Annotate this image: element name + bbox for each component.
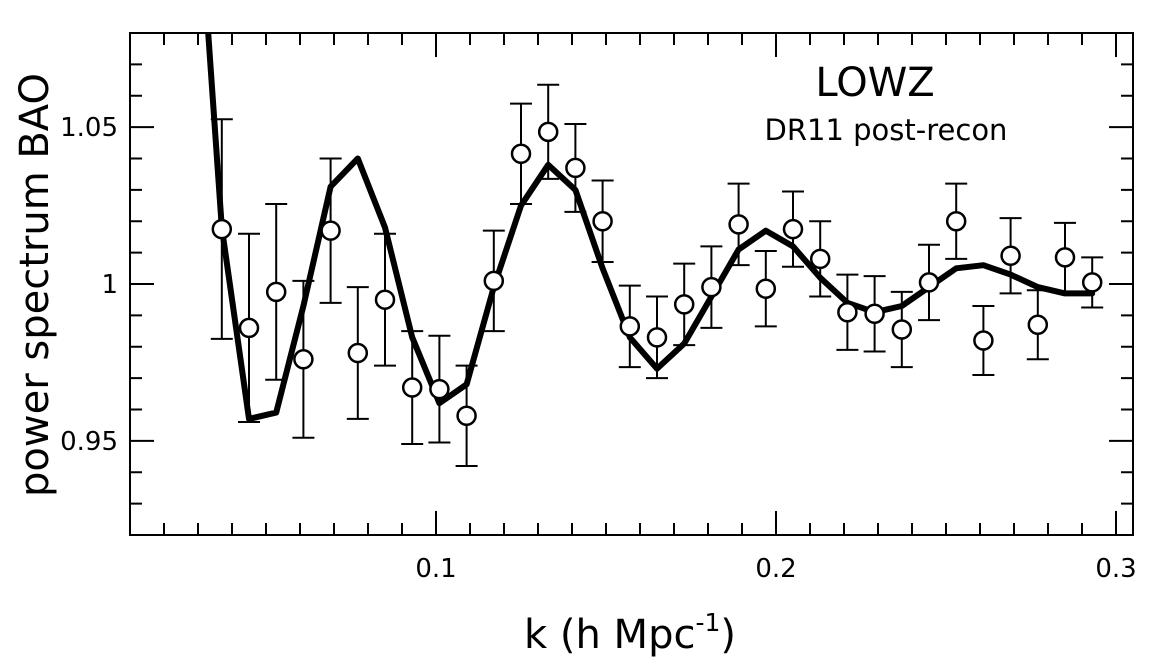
y-tick-label: 1.05 (60, 113, 118, 143)
x-tick-label: 0.2 (755, 554, 796, 584)
tick-labels: 0.1 0.2 0.3 0.95 1 1.05 (60, 113, 1137, 584)
data-point (510, 143, 532, 165)
data-point (1027, 314, 1049, 336)
x-axis-label-main: k (h Mpc (524, 612, 695, 658)
data-point (483, 270, 505, 292)
data-point (211, 218, 233, 240)
data-point (864, 303, 885, 325)
data-point (429, 378, 450, 400)
data-point (1081, 272, 1103, 293)
data-point (973, 330, 994, 351)
x-tick-label: 0.1 (415, 554, 456, 584)
data-point (891, 319, 913, 340)
model-line (205, 33, 1096, 422)
data-point (728, 214, 749, 235)
data-point (401, 377, 423, 398)
data-point (537, 121, 559, 143)
y-tick-label: 1 (101, 270, 118, 300)
data-point (619, 316, 641, 337)
y-tick-label: 0.95 (60, 427, 118, 457)
data-point (265, 281, 287, 303)
x-tick-label: 0.3 (1095, 554, 1136, 584)
x-axis-label-close: ) (720, 612, 736, 658)
data-points (211, 121, 1103, 427)
annotation-sample: LOWZ (815, 60, 934, 106)
y-axis-label: power spectrum BAO (12, 73, 58, 497)
data-point (238, 317, 260, 339)
data-point (1054, 247, 1076, 268)
data-point (646, 327, 668, 348)
data-point (565, 157, 586, 179)
data-point (293, 349, 314, 370)
data-point (347, 342, 369, 364)
data-point (837, 301, 858, 323)
data-point (755, 278, 777, 299)
data-point (918, 272, 940, 293)
plot-area (205, 33, 1104, 467)
data-point (1000, 245, 1021, 267)
annotation-release: DR11 post-recon (765, 113, 1008, 147)
x-axis-label-superscript: -1 (695, 608, 720, 637)
ticks-layer (130, 32, 1133, 536)
data-point (782, 218, 804, 240)
data-point (809, 248, 831, 270)
data-point (456, 405, 477, 427)
data-point (320, 220, 341, 241)
data-point (945, 211, 967, 232)
data-point (673, 294, 695, 315)
plot-frame (129, 32, 1134, 536)
data-point (374, 289, 396, 310)
x-axis-label: k (h Mpc-1) (524, 608, 736, 658)
data-point (701, 276, 722, 298)
data-point (592, 211, 613, 232)
